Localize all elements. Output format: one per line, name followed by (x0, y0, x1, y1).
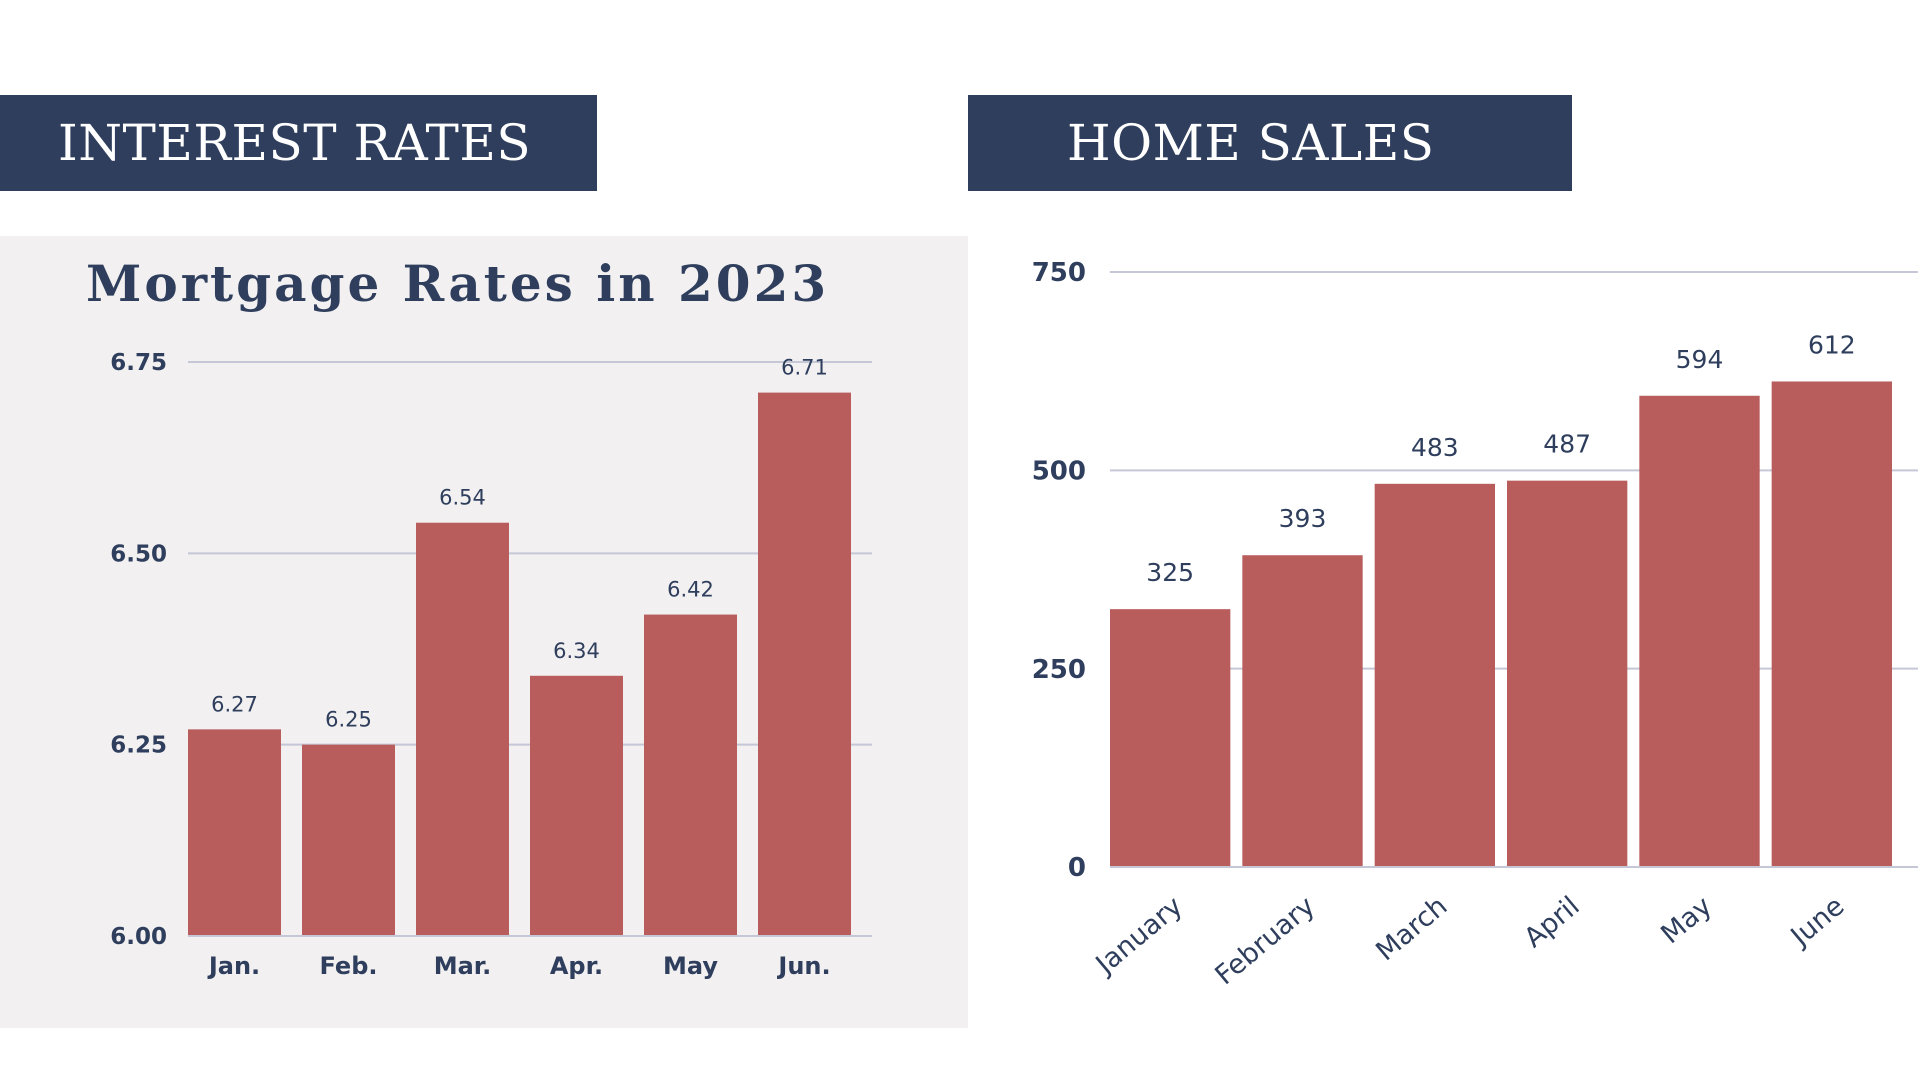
y-tick-label: 6.25 (110, 733, 167, 759)
x-tick-label: Apr. (550, 952, 603, 980)
data-label: 6.71 (781, 356, 828, 380)
bar-feb (302, 744, 395, 936)
bar-march (1374, 483, 1495, 867)
x-tick-label: June (1784, 891, 1851, 954)
x-tick-label: Mar. (434, 952, 492, 980)
x-tick-label: May (663, 952, 718, 980)
home-sales-banner-label: HOME SALES (1067, 114, 1435, 172)
bar-jun (758, 392, 851, 936)
data-label: 594 (1676, 345, 1724, 374)
x-tick-label: April (1518, 891, 1585, 954)
bar-january (1110, 609, 1231, 867)
data-label: 393 (1279, 504, 1327, 533)
interest-rates-banner: INTEREST RATES (0, 95, 597, 191)
data-label: 487 (1543, 430, 1591, 459)
x-tick-label: Jan. (207, 952, 260, 980)
data-label: 6.25 (325, 708, 372, 732)
y-tick-label: 750 (1032, 258, 1086, 288)
bar-apr (530, 675, 623, 936)
y-tick-label: 6.50 (110, 541, 167, 567)
mortgage-rates-chart: 6.00 6.25 6.50 6.75 6.27 Jan. 6.25 Feb. 6.54 Mar.… (110, 350, 872, 980)
x-tick-label: March (1370, 891, 1453, 968)
data-label: 325 (1146, 558, 1194, 587)
mortgage-rates-chart-title: Mortgage Rates in 2023 (86, 254, 830, 313)
y-tick-label: 0 (1068, 853, 1086, 883)
y-tick-label: 6.75 (110, 350, 167, 376)
bar-june (1771, 381, 1892, 867)
y-tick-label: 250 (1032, 655, 1086, 685)
x-tick-label: Jun. (776, 952, 830, 980)
data-label: 6.54 (439, 486, 486, 510)
home-sales-chart: 0 250 500 750 325 January 393 February 483 March 4… (1032, 258, 1918, 992)
x-tick-label: Feb. (320, 952, 378, 980)
data-label: 6.34 (553, 639, 600, 663)
bar-jan (188, 729, 281, 936)
y-tick-label: 6.00 (110, 924, 167, 950)
data-label: 6.27 (211, 692, 258, 716)
x-tick-label: January (1089, 891, 1189, 982)
data-label: 483 (1411, 433, 1459, 462)
bar-may (1639, 395, 1760, 867)
data-label: 612 (1808, 330, 1856, 359)
interest-rates-banner-label: INTEREST RATES (58, 114, 532, 172)
y-tick-label: 500 (1032, 456, 1086, 486)
x-tick-label: February (1209, 891, 1321, 992)
bar-may (644, 614, 737, 936)
home-sales-banner: HOME SALES (968, 95, 1572, 191)
bar-april (1507, 480, 1628, 867)
x-tick-label: May (1655, 891, 1718, 951)
bar-mar (416, 522, 509, 936)
data-label: 6.42 (667, 578, 714, 602)
bar-february (1242, 555, 1363, 867)
